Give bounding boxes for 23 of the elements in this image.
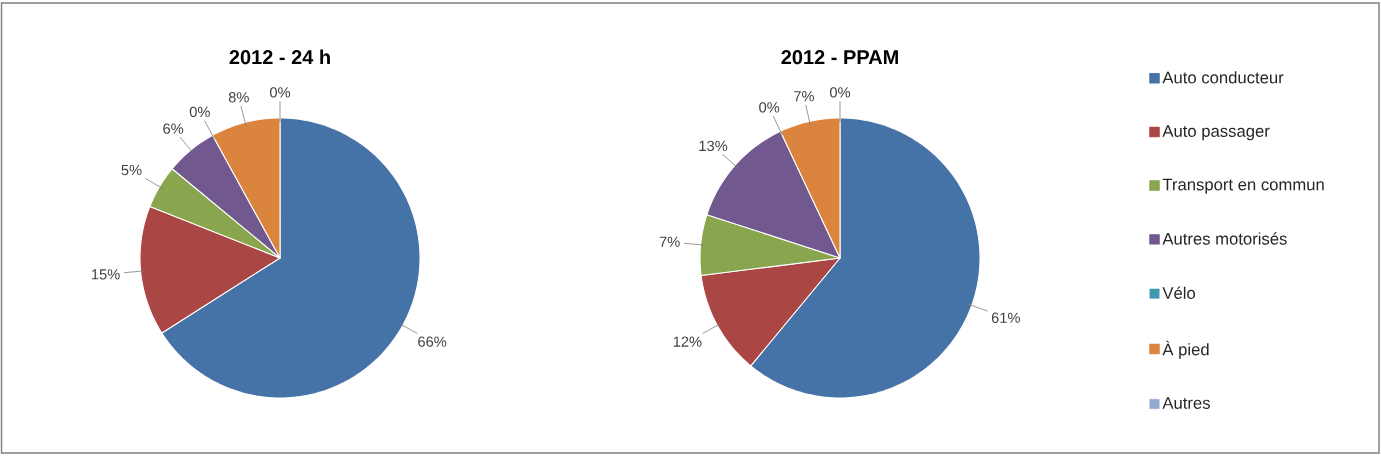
slice-label: 2012 - PPAM [781,50,898,65]
legend-label: Vélo [1162,286,1196,299]
slice-label: 2012 - 24 h [229,49,330,65]
legend-label: Autres [1162,397,1210,409]
data-label: 12% [673,336,702,347]
data-label: 7% [794,91,814,102]
data-label: 5% [121,164,142,176]
text: 0% [189,106,210,118]
legend-label: Auto conducteur [1162,71,1284,84]
legend-label: Auto passager [1162,125,1270,141]
legend-label: Transport en commun [1162,178,1324,194]
text: 0% [829,87,851,98]
data-label: 61% [991,312,1020,323]
data-label: 6% [163,123,184,134]
text: 0% [759,102,780,113]
legend-label: À pied [1162,340,1209,359]
data-label: 7% [659,236,680,247]
data-label: 66% [418,336,447,347]
data-label: 15% [92,269,120,280]
legend-label: Autres motorisés [1162,232,1287,245]
data-label: 13% [699,140,728,152]
data-label: 8% [228,92,249,103]
text: 0% [269,87,291,98]
